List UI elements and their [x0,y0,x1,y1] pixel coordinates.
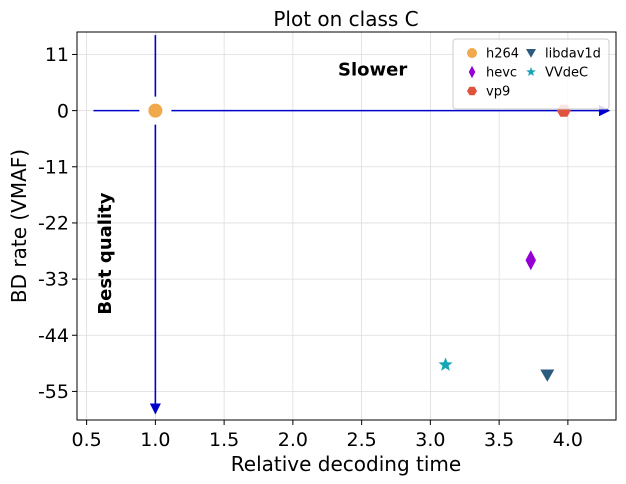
legend-marker-hevc [468,65,476,79]
x-tick-label: 2.5 [347,429,377,451]
chart-title: Plot on class C [273,7,418,31]
y-tick-label: -55 [38,381,69,403]
legend-label-h264: h264 [486,47,519,62]
x-tick-label: 4.0 [553,429,583,451]
x-axis: 0.5 1.0 1.5 2.0 2.5 3.0 3.5 4.0 [72,420,583,451]
y-tick-label: -44 [38,325,69,347]
x-tick-label: 1.5 [209,429,239,451]
x-axis-label: Relative decoding time [231,452,461,476]
y-tick-label: -22 [38,213,69,235]
annotation-best-quality: Best quality [95,192,116,314]
y-axis-label: BD rate (VMAF) [7,149,31,303]
point-hevc [525,250,536,271]
y-axis: 11 0 -11 -22 -33 -44 -55 [38,44,77,403]
grid [77,32,616,420]
x-tick-label: 3.5 [484,429,514,451]
legend-label-VVdeC: VVdeC [545,66,588,81]
legend-label-vp9: vp9 [486,85,510,100]
data-points [148,103,571,382]
legend-marker-h264 [467,48,477,58]
y-tick-label: -11 [38,156,69,178]
plot-frame [76,31,617,421]
point-h264 [148,103,163,118]
x-tick-label: 2.0 [278,429,308,451]
x-tick-label: 3.0 [415,429,445,451]
legend-marker-vp9 [467,86,477,96]
legend-marker-VVdeC [526,67,536,76]
legend-label-hevc: hevc [486,66,517,81]
x-tick-label: 0.5 [72,429,102,451]
y-tick-label: 11 [45,44,69,66]
legend-marker-libdav1d [526,49,536,58]
x-tick-label: 1.0 [140,429,170,451]
y-tick-label: -33 [38,269,69,291]
annotation-slower: Slower [338,59,407,80]
point-VVdeC [438,357,453,371]
annotations: Slower Best quality [95,59,407,314]
legend-label-libdav1d: libdav1d [545,47,601,62]
y-tick-label: 0 [57,100,69,122]
point-libdav1d [540,369,555,382]
legend: h264 hevc vp9 libdav1d VVdeC [452,38,610,110]
